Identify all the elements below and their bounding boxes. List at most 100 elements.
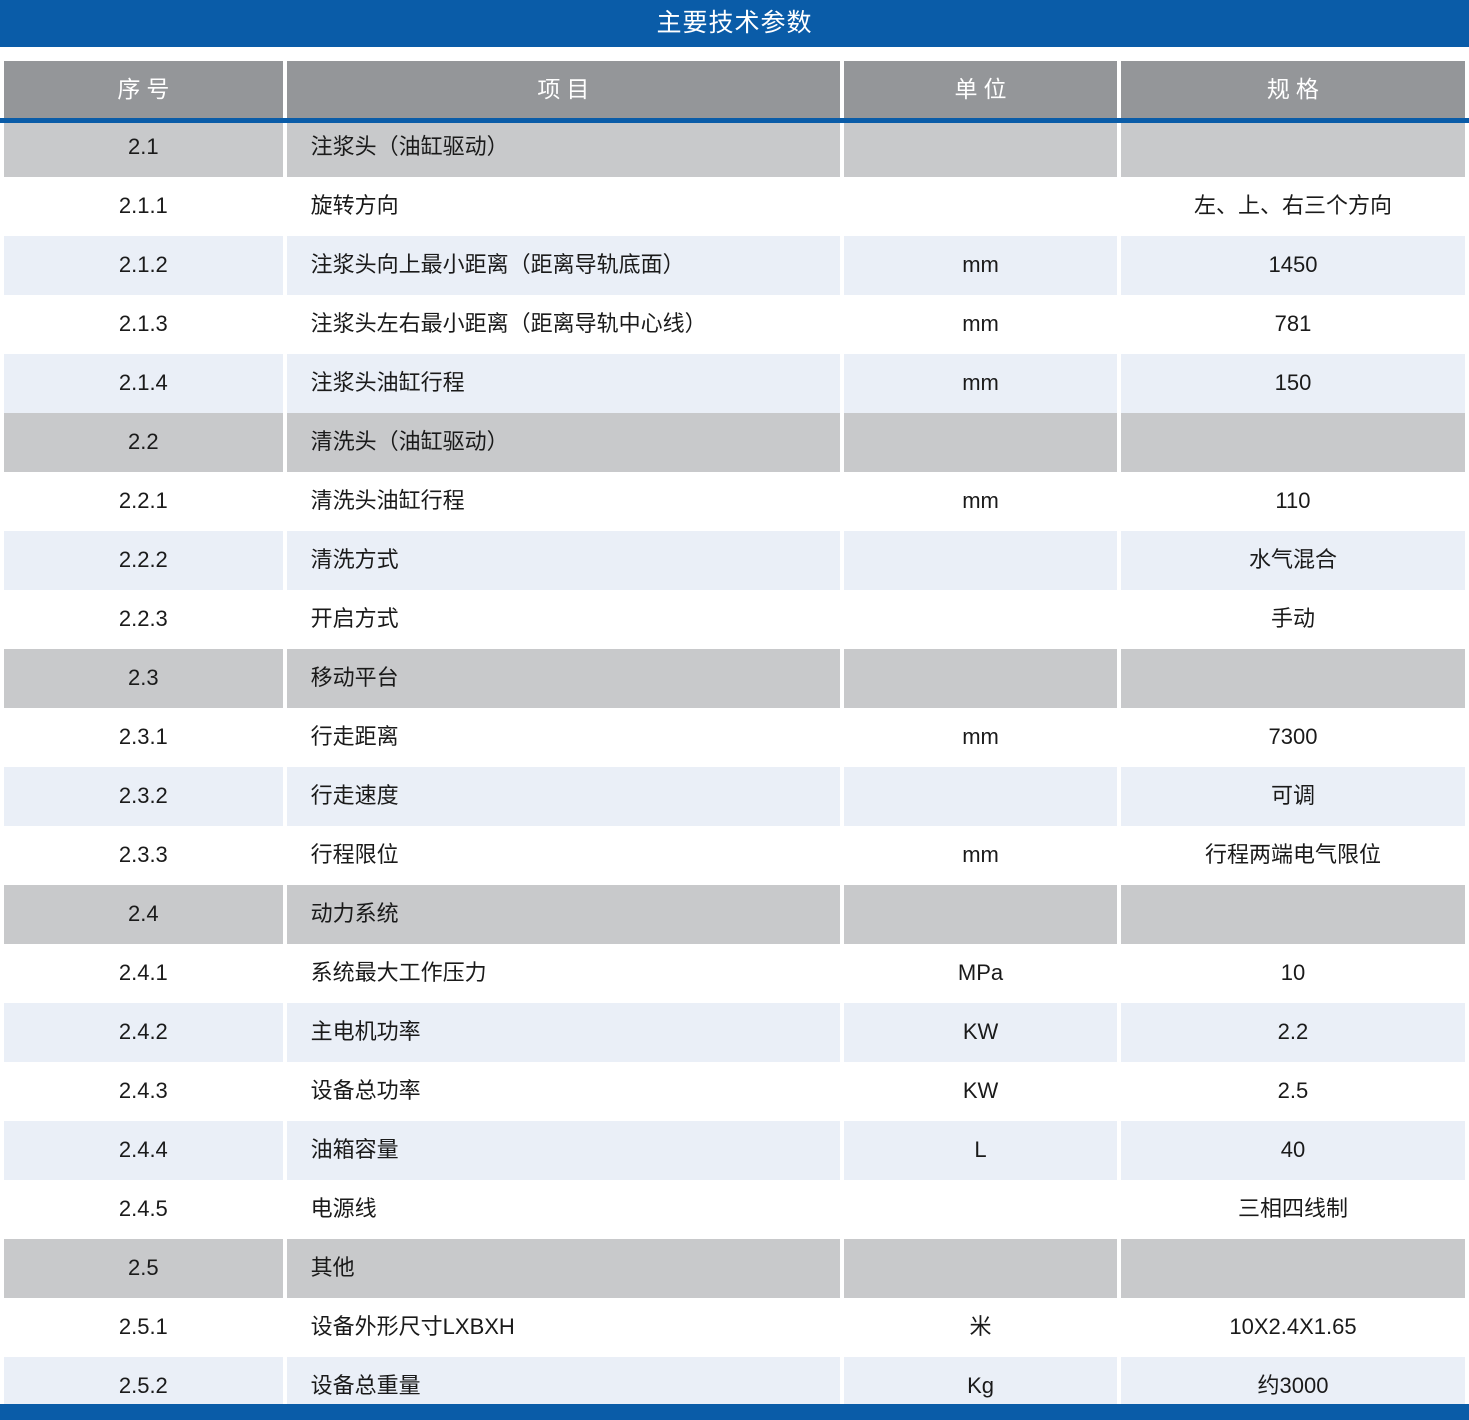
cell-spec: 1450 <box>1120 236 1466 295</box>
cell-spec: 40 <box>1120 1121 1466 1180</box>
cell-item: 旋转方向 <box>286 177 841 236</box>
table-row: 2.1.2 注浆头向上最小距离（距离导轨底面） mm 1450 <box>0 236 1469 295</box>
cell-unit: KW <box>844 1003 1117 1062</box>
cell-unit <box>844 1239 1117 1298</box>
table-section-row: 2.3 移动平台 <box>0 649 1469 708</box>
cell-item: 设备外形尺寸LXBXH <box>286 1298 841 1357</box>
cell-no: 2.4.2 <box>4 1003 283 1062</box>
cell-unit <box>844 413 1117 472</box>
table-row: 2.1.1 旋转方向 左、上、右三个方向 <box>0 177 1469 236</box>
cell-item: 其他 <box>286 1239 841 1298</box>
cell-no: 2.1.1 <box>4 177 283 236</box>
cell-spec: 110 <box>1120 472 1466 531</box>
cell-no: 2.1.2 <box>4 236 283 295</box>
cell-unit: mm <box>844 295 1117 354</box>
cell-item: 电源线 <box>286 1180 841 1239</box>
header-divider <box>0 118 1469 123</box>
cell-spec <box>1120 118 1466 177</box>
table-row: 2.3.3 行程限位 mm 行程两端电气限位 <box>0 826 1469 885</box>
cell-no: 2.1.3 <box>4 295 283 354</box>
column-header-no: 序号 <box>4 61 283 118</box>
cell-item: 油箱容量 <box>286 1121 841 1180</box>
table-body: 2.1 注浆头（油缸驱动） 2.1.1 旋转方向 左、上、右三个方向 2.1.2 注浆头向上… <box>0 118 1469 1416</box>
cell-unit <box>844 767 1117 826</box>
cell-spec: 手动 <box>1120 590 1466 649</box>
column-header-unit: 单位 <box>844 61 1117 118</box>
cell-item: 清洗头（油缸驱动） <box>286 413 841 472</box>
table-row: 2.4.4 油箱容量 L 40 <box>0 1121 1469 1180</box>
spec-table: 序号 项目 单位 规格 2.1 注浆头（油缸驱动） 2.1.1 旋转方向 左、上、右三个… <box>0 61 1469 1416</box>
cell-no: 2.3.3 <box>4 826 283 885</box>
table-row: 2.4.3 设备总功率 KW 2.5 <box>0 1062 1469 1121</box>
cell-unit: KW <box>844 1062 1117 1121</box>
cell-item: 清洗方式 <box>286 531 841 590</box>
cell-no: 2.2 <box>4 413 283 472</box>
cell-unit <box>844 531 1117 590</box>
cell-no: 2.4.4 <box>4 1121 283 1180</box>
cell-spec: 781 <box>1120 295 1466 354</box>
cell-item: 主电机功率 <box>286 1003 841 1062</box>
cell-spec: 行程两端电气限位 <box>1120 826 1466 885</box>
cell-item: 设备总功率 <box>286 1062 841 1121</box>
table-section-row: 2.2 清洗头（油缸驱动） <box>0 413 1469 472</box>
table-row: 2.1.4 注浆头油缸行程 mm 150 <box>0 354 1469 413</box>
cell-unit: L <box>844 1121 1117 1180</box>
table-section-row: 2.4 动力系统 <box>0 885 1469 944</box>
cell-spec <box>1120 885 1466 944</box>
cell-no: 2.2.1 <box>4 472 283 531</box>
cell-no: 2.3 <box>4 649 283 708</box>
cell-item: 移动平台 <box>286 649 841 708</box>
cell-spec: 150 <box>1120 354 1466 413</box>
table-row: 2.4.1 系统最大工作压力 MPa 10 <box>0 944 1469 1003</box>
cell-no: 2.2.2 <box>4 531 283 590</box>
title-bar: 主要技术参数 <box>0 0 1469 47</box>
cell-no: 2.4 <box>4 885 283 944</box>
table-row: 2.3.1 行走距离 mm 7300 <box>0 708 1469 767</box>
cell-no: 2.1 <box>4 118 283 177</box>
cell-unit: MPa <box>844 944 1117 1003</box>
cell-item: 注浆头左右最小距离（距离导轨中心线） <box>286 295 841 354</box>
table-row: 2.3.2 行走速度 可调 <box>0 767 1469 826</box>
cell-no: 2.4.1 <box>4 944 283 1003</box>
table-row: 2.2.2 清洗方式 水气混合 <box>0 531 1469 590</box>
cell-spec <box>1120 413 1466 472</box>
cell-spec: 水气混合 <box>1120 531 1466 590</box>
cell-item: 行走距离 <box>286 708 841 767</box>
cell-item: 行走速度 <box>286 767 841 826</box>
cell-no: 2.3.2 <box>4 767 283 826</box>
cell-unit: mm <box>844 708 1117 767</box>
cell-item: 注浆头（油缸驱动） <box>286 118 841 177</box>
cell-unit <box>844 118 1117 177</box>
cell-spec <box>1120 649 1466 708</box>
cell-unit: mm <box>844 354 1117 413</box>
cell-spec: 可调 <box>1120 767 1466 826</box>
cell-unit <box>844 649 1117 708</box>
cell-spec: 2.5 <box>1120 1062 1466 1121</box>
cell-unit: mm <box>844 826 1117 885</box>
cell-spec <box>1120 1239 1466 1298</box>
cell-spec: 10 <box>1120 944 1466 1003</box>
cell-unit <box>844 1180 1117 1239</box>
cell-item: 系统最大工作压力 <box>286 944 841 1003</box>
cell-spec: 左、上、右三个方向 <box>1120 177 1466 236</box>
table-row: 2.1.3 注浆头左右最小距离（距离导轨中心线） mm 781 <box>0 295 1469 354</box>
cell-item: 行程限位 <box>286 826 841 885</box>
cell-no: 2.4.3 <box>4 1062 283 1121</box>
table-row: 2.2.1 清洗头油缸行程 mm 110 <box>0 472 1469 531</box>
cell-no: 2.4.5 <box>4 1180 283 1239</box>
cell-spec: 10X2.4X1.65 <box>1120 1298 1466 1357</box>
cell-unit <box>844 590 1117 649</box>
column-header-spec: 规格 <box>1120 61 1465 118</box>
cell-no: 2.3.1 <box>4 708 283 767</box>
cell-item: 清洗头油缸行程 <box>286 472 841 531</box>
cell-item: 注浆头油缸行程 <box>286 354 841 413</box>
cell-spec: 7300 <box>1120 708 1466 767</box>
cell-unit: mm <box>844 236 1117 295</box>
table-section-row: 2.5 其他 <box>0 1239 1469 1298</box>
cell-unit <box>844 885 1117 944</box>
cell-item: 开启方式 <box>286 590 841 649</box>
cell-no: 2.1.4 <box>4 354 283 413</box>
cell-no: 2.5.1 <box>4 1298 283 1357</box>
cell-no: 2.5 <box>4 1239 283 1298</box>
